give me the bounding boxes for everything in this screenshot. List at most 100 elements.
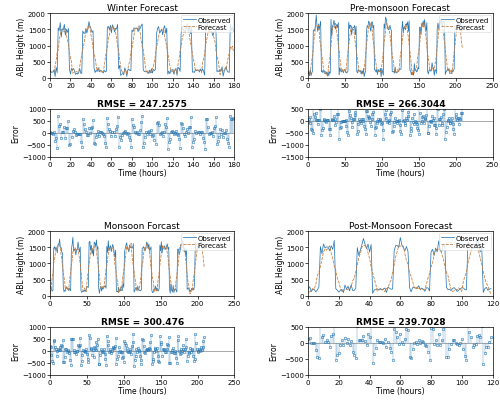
Observed — [80, 288, 86, 293]
Observed — [230, 30, 236, 34]
Observed — [121, 285, 127, 290]
Forecast — [186, 282, 192, 287]
Line: Observed: Observed — [50, 238, 204, 294]
X-axis label: Time (hours): Time (hours) — [118, 386, 166, 395]
Title: RMSE = 266.3044: RMSE = 266.3044 — [356, 100, 445, 109]
Forecast — [382, 30, 388, 34]
Forecast — [470, 243, 476, 247]
Forecast — [128, 241, 134, 246]
Y-axis label: Error: Error — [270, 124, 278, 143]
Y-axis label: ABL Height (m): ABL Height (m) — [276, 235, 284, 293]
Forecast — [306, 71, 312, 76]
Observed — [70, 68, 75, 73]
Observed — [226, 71, 232, 76]
Title: RMSE = 247.2575: RMSE = 247.2575 — [97, 100, 187, 109]
Forecast — [212, 40, 218, 45]
Observed — [338, 70, 344, 75]
Observed — [344, 287, 349, 292]
Observed — [370, 291, 376, 296]
Line: Forecast: Forecast — [50, 244, 204, 294]
Observed — [48, 288, 54, 292]
Forecast — [226, 52, 232, 57]
Observed — [378, 75, 384, 80]
Legend: Observed, Forecast: Observed, Forecast — [181, 233, 233, 250]
Forecast — [85, 25, 91, 30]
Observed — [410, 286, 416, 290]
Y-axis label: ABL Height (m): ABL Height (m) — [276, 17, 284, 75]
Legend: Observed, Forecast: Observed, Forecast — [439, 15, 491, 33]
Y-axis label: Error: Error — [270, 341, 278, 360]
Forecast — [177, 246, 183, 251]
Observed — [380, 70, 386, 75]
Observed — [434, 250, 440, 255]
Forecast — [120, 273, 126, 278]
Forecast — [116, 58, 122, 63]
Forecast — [435, 38, 441, 43]
Forecast — [68, 60, 74, 65]
Observed — [384, 18, 390, 23]
Observed — [354, 245, 360, 250]
Observed — [50, 70, 56, 75]
Y-axis label: ABL Height (m): ABL Height (m) — [18, 17, 26, 75]
Forecast — [460, 47, 466, 51]
Observed — [70, 235, 76, 240]
Observed — [47, 68, 53, 73]
Forecast — [338, 69, 344, 74]
X-axis label: Time (hours): Time (hours) — [376, 386, 424, 395]
Observed — [52, 75, 58, 80]
Forecast — [488, 292, 494, 297]
Line: Observed: Observed — [308, 16, 462, 77]
Forecast — [48, 281, 54, 286]
Forecast — [230, 49, 236, 54]
Y-axis label: Error: Error — [12, 341, 20, 360]
Observed — [305, 287, 311, 292]
Observed — [444, 68, 450, 72]
Title: RMSE = 239.7028: RMSE = 239.7028 — [356, 317, 445, 326]
Observed — [86, 20, 92, 25]
Observed — [47, 284, 53, 289]
Observed — [488, 286, 494, 291]
Forecast — [406, 271, 412, 276]
Title: Pre-monsoon Forecast: Pre-monsoon Forecast — [350, 4, 450, 13]
Forecast — [324, 75, 330, 80]
Observed — [124, 247, 130, 252]
Observed — [118, 74, 124, 79]
Observed — [212, 30, 218, 35]
Line: Observed: Observed — [50, 22, 234, 77]
Forecast — [450, 289, 456, 294]
X-axis label: Time (hours): Time (hours) — [118, 169, 166, 178]
Forecast — [47, 291, 53, 296]
Forecast — [47, 69, 53, 74]
Observed — [485, 288, 491, 293]
Forecast — [187, 292, 193, 296]
Forecast — [444, 69, 450, 74]
Observed — [204, 19, 210, 24]
Forecast — [80, 284, 86, 289]
Title: Winter Forecast: Winter Forecast — [106, 4, 178, 13]
Observed — [186, 289, 192, 294]
Observed — [306, 74, 312, 79]
Observed — [178, 245, 184, 250]
Title: RMSE = 300.476: RMSE = 300.476 — [100, 317, 184, 326]
Line: Forecast: Forecast — [308, 21, 462, 77]
Line: Forecast: Forecast — [50, 27, 234, 76]
Y-axis label: ABL Height (m): ABL Height (m) — [18, 235, 26, 293]
Line: Forecast: Forecast — [308, 245, 491, 294]
Observed — [436, 26, 442, 31]
Title: Post-Monsoon Forecast: Post-Monsoon Forecast — [348, 222, 452, 231]
Title: Monsoon Forcast: Monsoon Forcast — [104, 222, 180, 231]
Legend: Observed, Forecast: Observed, Forecast — [439, 233, 491, 250]
Forecast — [121, 73, 127, 78]
Observed — [452, 287, 458, 292]
Observed — [313, 14, 319, 19]
Forecast — [438, 19, 444, 24]
X-axis label: Time (hours): Time (hours) — [376, 169, 424, 178]
Observed — [201, 247, 207, 252]
Observed — [167, 291, 173, 296]
Forecast — [136, 24, 142, 29]
Forecast — [484, 281, 490, 286]
Line: Observed: Observed — [308, 238, 491, 294]
Legend: Observed, Forecast: Observed, Forecast — [181, 15, 233, 33]
Forecast — [305, 71, 311, 76]
Forecast — [305, 290, 311, 295]
